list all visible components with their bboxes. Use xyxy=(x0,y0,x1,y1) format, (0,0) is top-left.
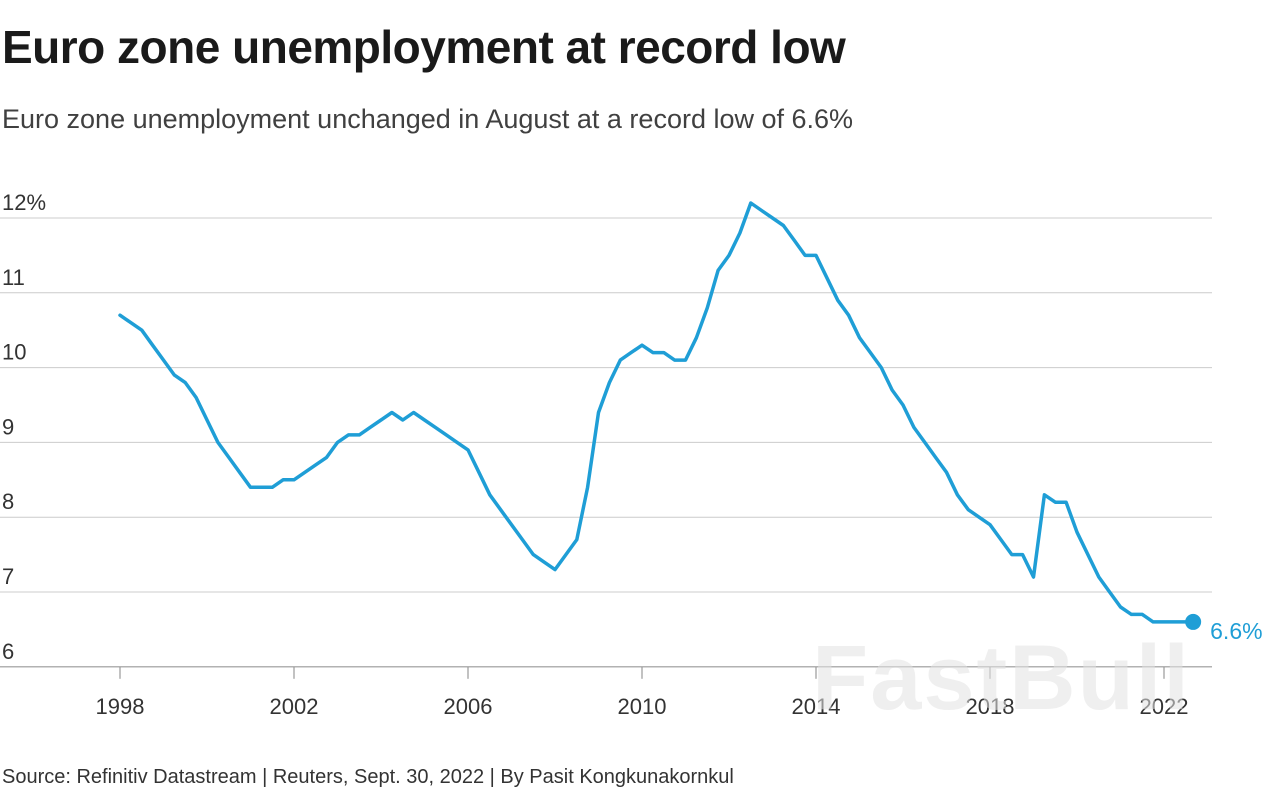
x-tick-label: 2018 xyxy=(966,694,1015,719)
y-tick-label: 6 xyxy=(2,639,14,664)
y-axis-tick-labels: 12% 11 10 9 8 7 6 xyxy=(2,190,46,664)
latest-value-label: 6.6% xyxy=(1210,618,1262,644)
source-note: Source: Refinitiv Datastream | Reuters, … xyxy=(2,766,734,788)
y-tick-label: 10 xyxy=(2,340,26,365)
x-tick-label: 1998 xyxy=(96,694,145,719)
watermark-logo: FastBull xyxy=(812,627,1191,729)
x-tick-label: 2010 xyxy=(618,694,667,719)
x-axis-ticks: 1998 2002 2006 2010 2014 2018 2022 xyxy=(96,666,1189,719)
gridlines xyxy=(0,217,1212,668)
x-tick-label: 2002 xyxy=(270,694,319,719)
x-tick-label: 2014 xyxy=(792,694,841,719)
y-tick-label: 7 xyxy=(2,564,14,589)
latest-value-marker xyxy=(1185,613,1202,630)
y-tick-label: 9 xyxy=(2,414,14,439)
chart-title: Euro zone unemployment at record low xyxy=(2,21,846,73)
y-tick-label: 11 xyxy=(2,265,25,290)
y-tick-label: 12% xyxy=(2,190,46,215)
unemployment-line xyxy=(118,201,1195,624)
chart-subtitle: Euro zone unemployment unchanged in Augu… xyxy=(2,104,854,134)
y-tick-label: 8 xyxy=(2,489,14,514)
series-layer: 6.6% xyxy=(118,201,1263,644)
x-tick-label: 2006 xyxy=(444,694,493,719)
x-tick-label: 2022 xyxy=(1140,694,1189,719)
